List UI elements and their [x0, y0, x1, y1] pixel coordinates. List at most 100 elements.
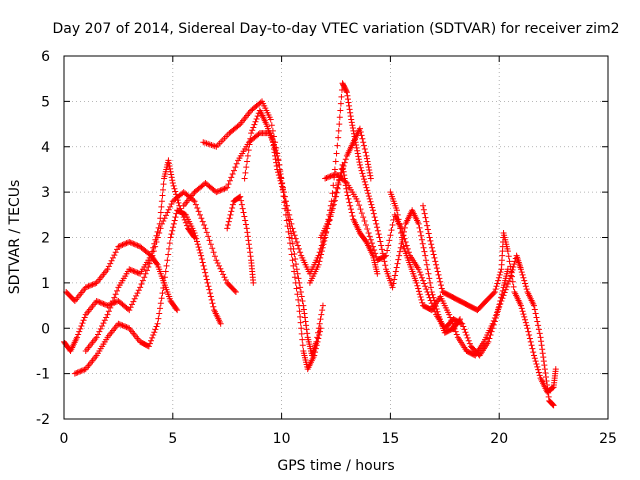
- data-point: [165, 157, 172, 164]
- data-point: [494, 280, 501, 287]
- data-point: [235, 122, 242, 129]
- data-point: [225, 181, 232, 188]
- data-point: [423, 286, 430, 293]
- y-tick-label: 4: [41, 140, 50, 156]
- data-point: [202, 273, 209, 280]
- data-point: [254, 113, 261, 120]
- data-point: [224, 184, 231, 191]
- data-point: [251, 121, 258, 128]
- data-point: [429, 248, 436, 255]
- data-point: [318, 251, 325, 258]
- data-point: [78, 322, 85, 329]
- data-point: [353, 144, 360, 151]
- data-point: [413, 279, 420, 286]
- data-point: [294, 242, 301, 249]
- data-point: [417, 228, 424, 235]
- data-point: [333, 150, 340, 157]
- data-point: [459, 320, 466, 327]
- y-tick-labels: -2 -1 0 1 2 3 4 5 6: [36, 49, 50, 428]
- data-point: [426, 294, 433, 301]
- x-tick-label: 20: [490, 431, 508, 447]
- data-point: [490, 317, 497, 324]
- data-point: [216, 187, 223, 194]
- data-point: [213, 257, 220, 264]
- data-point: [127, 304, 134, 311]
- data-point: [446, 311, 453, 318]
- data-point: [342, 156, 349, 163]
- data-point: [539, 346, 546, 353]
- data-point: [161, 274, 168, 281]
- data-point: [80, 317, 87, 324]
- data-point: [167, 234, 174, 241]
- data-point: [202, 225, 209, 232]
- data-point: [419, 240, 426, 247]
- data-point: [390, 280, 397, 287]
- data-point: [120, 322, 127, 329]
- y-tick-label: 0: [41, 321, 50, 337]
- data-point: [174, 197, 181, 204]
- data-point: [90, 281, 97, 288]
- data-point: [200, 262, 207, 269]
- data-point: [428, 241, 435, 248]
- data-point: [153, 323, 160, 330]
- data-point: [93, 298, 100, 305]
- data-point: [366, 195, 373, 202]
- data-point: [221, 185, 228, 192]
- data-point: [355, 153, 362, 160]
- data-point: [168, 174, 175, 181]
- data-point: [365, 164, 372, 171]
- data-point: [290, 228, 297, 235]
- data-point: [347, 113, 354, 120]
- data-point: [401, 235, 408, 242]
- data-point: [384, 247, 391, 254]
- data-point: [436, 275, 443, 282]
- data-point: [492, 312, 499, 319]
- data-point: [275, 169, 282, 176]
- data-point: [77, 325, 84, 332]
- data-point: [321, 237, 328, 244]
- data-point: [311, 352, 318, 359]
- data-point: [95, 331, 101, 338]
- data-point: [420, 277, 427, 284]
- data-point: [134, 242, 141, 249]
- data-point: [327, 211, 334, 218]
- data-point: [127, 239, 134, 246]
- data-point: [392, 272, 399, 279]
- series-sat-f: [200, 98, 324, 373]
- data-point: [302, 318, 309, 325]
- y-tick-label: 6: [41, 49, 50, 65]
- data-point: [295, 275, 302, 282]
- data-point: [163, 262, 170, 269]
- data-point: [244, 229, 251, 236]
- data-point: [131, 268, 138, 275]
- data-point: [416, 291, 423, 298]
- data-point: [425, 230, 432, 237]
- data-point: [383, 252, 390, 259]
- data-point: [134, 269, 141, 276]
- data-point: [211, 253, 218, 260]
- data-point: [348, 116, 355, 123]
- data-point: [217, 265, 224, 272]
- data-point: [290, 262, 297, 269]
- data-point: [418, 274, 425, 281]
- data-point: [205, 233, 212, 240]
- data-point: [502, 286, 509, 293]
- data-point: [424, 226, 431, 233]
- data-point: [148, 337, 155, 344]
- data-point: [303, 326, 310, 333]
- data-point: [486, 335, 493, 342]
- data-point: [179, 211, 186, 218]
- data-point: [138, 281, 145, 288]
- data-point: [503, 283, 510, 290]
- data-point: [328, 172, 335, 179]
- data-point: [171, 217, 178, 224]
- data-point: [297, 249, 304, 256]
- data-point: [148, 252, 155, 259]
- data-point: [103, 314, 110, 321]
- data-point: [107, 260, 114, 267]
- data-point: [510, 283, 517, 290]
- data-point: [126, 266, 133, 273]
- data-point: [341, 159, 348, 166]
- data-point: [433, 265, 440, 272]
- data-point: [366, 167, 373, 174]
